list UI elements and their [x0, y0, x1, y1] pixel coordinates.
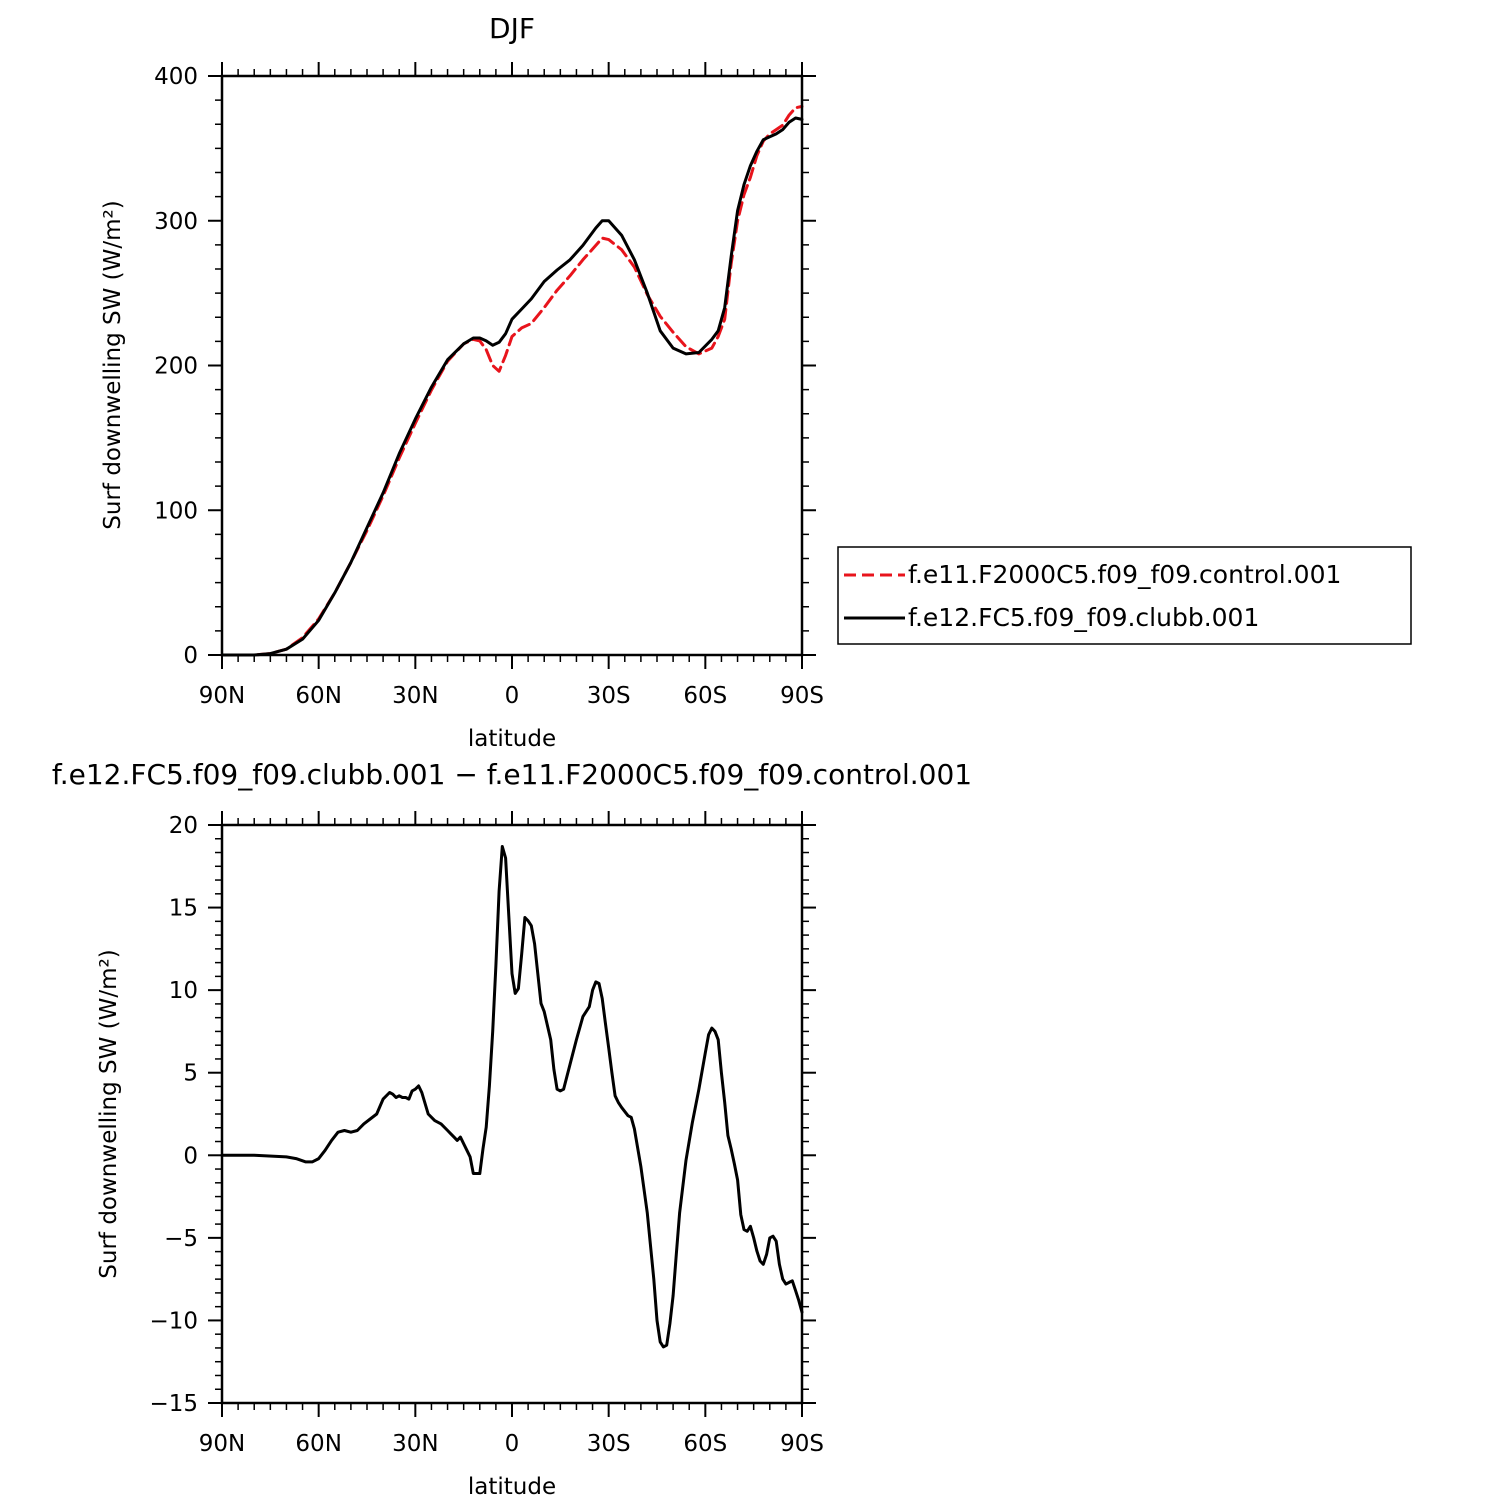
- top-ytick-label: 0: [183, 643, 198, 669]
- top-chart: DJF 90N 60N 30N 0 30S 60S 90S 0 100 200 300 400 lat…: [100, 12, 824, 752]
- top-chart-ylabel: Surf downwelling SW (W/m²): [100, 200, 126, 529]
- legend-label-control: f.e11.F2000C5.f09_f09.control.001: [908, 560, 1341, 589]
- bottom-ytick-label: 20: [169, 813, 198, 839]
- top-chart-xlabel: latitude: [468, 726, 556, 752]
- bottom-xtick-label: 30N: [392, 1431, 438, 1457]
- top-xtick-label: 90N: [199, 683, 245, 709]
- top-series-line-0: [220, 104, 804, 657]
- legend-box: [837, 546, 1412, 645]
- bottom-xtick-label: 0: [505, 1431, 520, 1457]
- bottom-xtick-label: 90S: [780, 1431, 824, 1457]
- bottom-chart-frame: [220, 823, 804, 1405]
- top-chart-frame: [220, 74, 804, 657]
- top-ytick-label: 300: [154, 209, 198, 235]
- top-xtick-label: 90S: [780, 683, 824, 709]
- legend: f.e11.F2000C5.f09_f09.control.001 f.e12.…: [837, 546, 1412, 645]
- top-chart-ticks: 90N 60N 30N 0 30S 60S 90S 0 100 200 300 400: [154, 62, 824, 709]
- bottom-chart-series: [220, 845, 804, 1349]
- top-chart-title: DJF: [489, 12, 535, 45]
- top-ytick-label: 100: [154, 498, 198, 524]
- bottom-chart-ylabel: Surf downwelling SW (W/m²): [96, 949, 122, 1278]
- bottom-series-line-0: [220, 845, 804, 1349]
- bottom-xtick-label: 90N: [199, 1431, 245, 1457]
- bottom-ytick-label: −10: [149, 1308, 198, 1334]
- bottom-ytick-label: −5: [164, 1226, 198, 1252]
- bottom-ytick-label: 5: [183, 1061, 198, 1087]
- bottom-xtick-label: 30S: [587, 1431, 631, 1457]
- top-ytick-label: 200: [154, 354, 198, 380]
- top-xtick-label: 30N: [392, 683, 438, 709]
- top-ytick-label: 400: [154, 64, 198, 90]
- top-xtick-label: 30S: [587, 683, 631, 709]
- top-xtick-label: 0: [505, 683, 520, 709]
- top-xtick-label: 60N: [295, 683, 341, 709]
- bottom-chart-xlabel: latitude: [468, 1474, 556, 1500]
- bottom-ytick-label: 10: [169, 978, 198, 1004]
- top-series-line-1: [220, 116, 804, 657]
- bottom-ytick-label: −15: [149, 1391, 198, 1417]
- bottom-ytick-label: 15: [169, 896, 198, 922]
- top-chart-series: [220, 104, 804, 657]
- bottom-xtick-label: 60N: [295, 1431, 341, 1457]
- bottom-chart: f.e12.FC5.f09_f09.clubb.001 − f.e11.F200…: [52, 758, 972, 1500]
- bottom-xtick-label: 60S: [683, 1431, 727, 1457]
- bottom-ytick-label: 0: [183, 1143, 198, 1169]
- top-xtick-label: 60S: [683, 683, 727, 709]
- legend-label-clubb: f.e12.FC5.f09_f09.clubb.001: [908, 603, 1259, 632]
- bottom-chart-title: f.e12.FC5.f09_f09.clubb.001 − f.e11.F200…: [52, 758, 972, 791]
